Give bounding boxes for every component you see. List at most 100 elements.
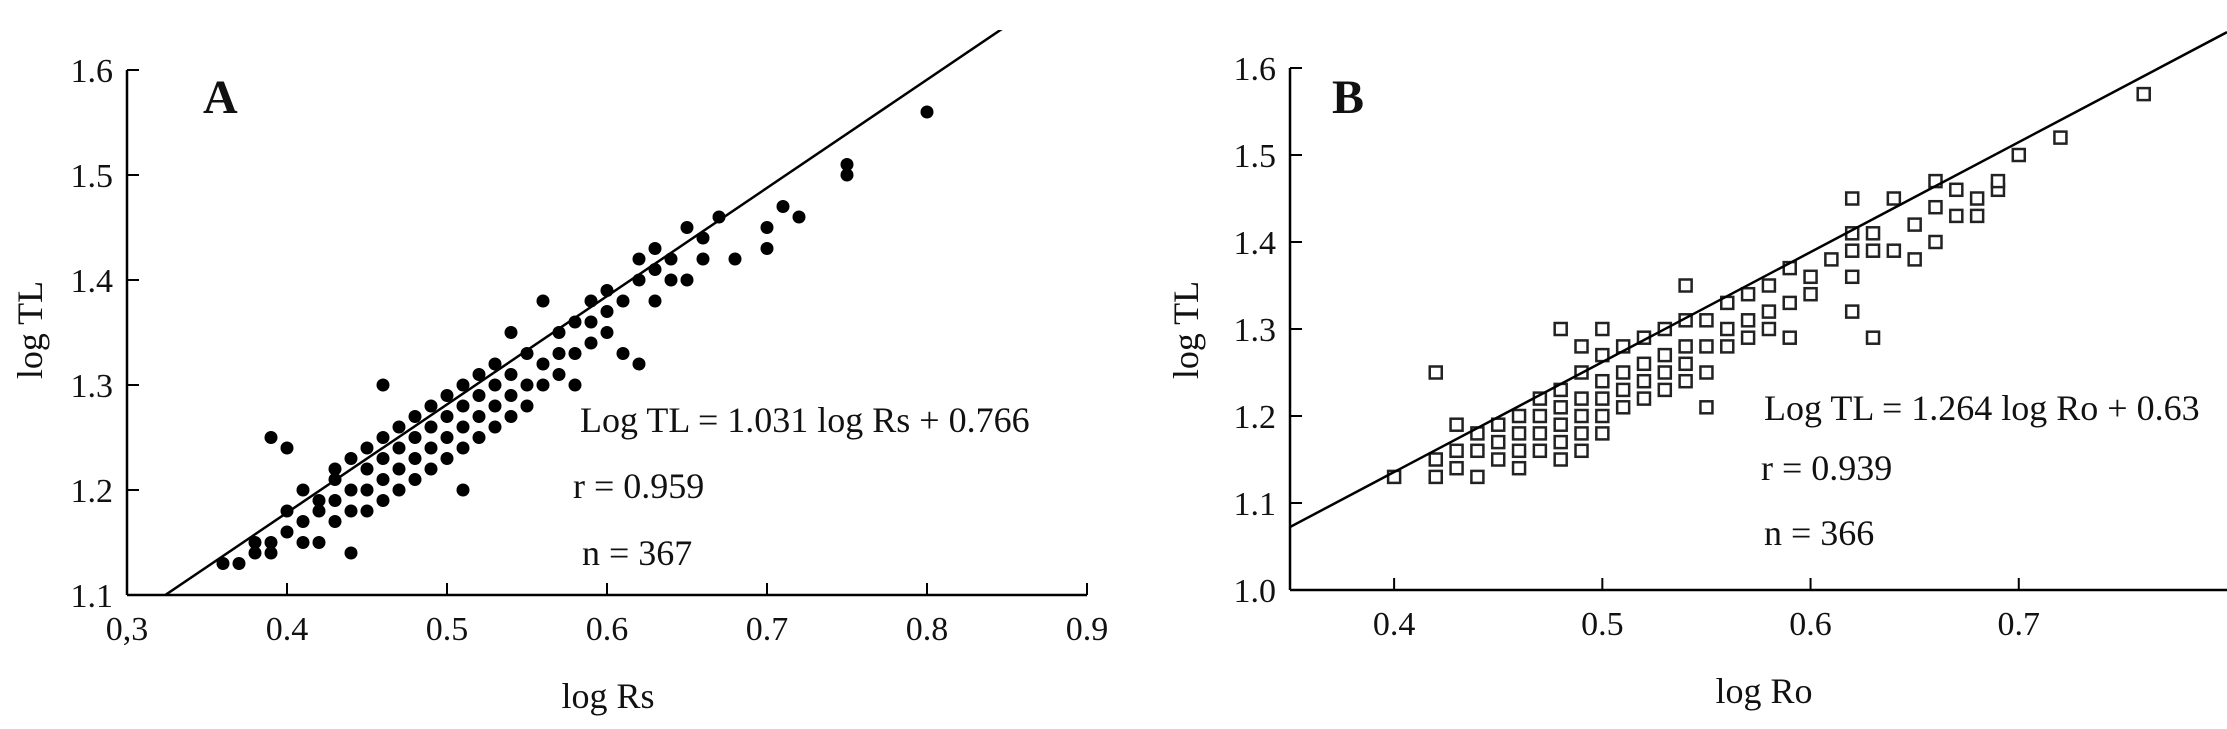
x-tick-label: 0.5 <box>1581 606 1624 643</box>
panel-b-letter: B <box>1332 71 1364 124</box>
data-point <box>1928 234 1943 250</box>
x-tick-label: 0,3 <box>106 611 149 648</box>
y-tick-label: 1.4 <box>1234 225 1277 262</box>
data-point <box>424 462 438 476</box>
data-point <box>1553 400 1568 415</box>
data-point <box>456 399 470 413</box>
data-point <box>1678 356 1693 372</box>
data-point <box>456 420 470 434</box>
panel-a-y-ticks: 1.1 1.2 1.3 1.4 1.5 1.6 <box>71 53 139 615</box>
data-point <box>360 441 374 455</box>
data-point <box>344 483 358 497</box>
x-tick-label: 0.7 <box>746 611 789 648</box>
data-point <box>1428 469 1444 485</box>
data-point <box>376 494 390 507</box>
data-point <box>1865 330 1881 345</box>
data-point <box>1428 365 1444 380</box>
y-tick-label: 1.1 <box>71 578 114 615</box>
data-point <box>1470 469 1485 485</box>
panel-b-regression-line <box>1290 31 2227 529</box>
panel-a-y-axis-title: log TL <box>10 281 50 379</box>
data-point <box>584 336 598 350</box>
data-point <box>1782 330 1797 345</box>
data-point <box>1449 417 1464 432</box>
panel-b-y-ticks: 1.0 1.1 1.2 1.3 1.4 1.5 1.6 <box>1234 51 1302 610</box>
panel-b-equation: Log TL = 1.264 log Ro + 0.63 <box>1764 388 2200 428</box>
data-point <box>488 378 502 392</box>
data-point <box>1740 313 1756 328</box>
panel-a-n-value: n = 367 <box>582 533 692 573</box>
data-point <box>1824 252 1839 267</box>
data-point <box>1595 321 1610 337</box>
data-point <box>1490 417 1506 432</box>
data-point <box>648 294 662 308</box>
data-point <box>840 158 854 171</box>
y-tick-label: 1.6 <box>71 53 114 90</box>
data-point <box>504 326 518 339</box>
panel-b-y-axis-title: log TL <box>1166 281 1206 379</box>
data-point <box>1574 443 1589 459</box>
x-tick-label: 0.7 <box>1998 606 2041 643</box>
panel-b-x-axis-title: log Ro <box>1715 671 1812 711</box>
data-point <box>312 536 326 549</box>
data-point <box>632 252 646 266</box>
data-point <box>1907 252 1922 267</box>
data-point <box>1511 443 1527 459</box>
data-point <box>1949 208 1964 224</box>
data-point <box>344 546 358 560</box>
data-point <box>312 504 326 518</box>
data-point <box>840 168 854 182</box>
data-point <box>1865 226 1881 241</box>
data-point <box>1532 443 1548 459</box>
data-point <box>472 431 486 444</box>
data-point <box>2136 86 2151 102</box>
data-point <box>664 273 678 287</box>
data-point <box>424 399 438 413</box>
data-point <box>600 326 614 339</box>
y-tick-label: 1.2 <box>71 473 114 510</box>
data-point <box>488 357 502 371</box>
data-point <box>616 347 630 360</box>
data-point <box>440 389 454 402</box>
data-point <box>312 494 326 507</box>
x-tick-label: 0.6 <box>586 611 629 648</box>
data-point <box>248 546 262 560</box>
data-point <box>424 441 438 455</box>
data-point <box>648 242 662 255</box>
panel-a-equation: Log TL = 1.031 log Rs + 0.766 <box>580 400 1030 440</box>
data-point <box>1595 408 1610 424</box>
data-point <box>1761 321 1777 337</box>
data-point <box>472 368 486 381</box>
data-point <box>1907 217 1922 232</box>
data-point <box>1720 321 1735 337</box>
data-point <box>1511 426 1527 441</box>
data-point <box>552 347 566 360</box>
data-point <box>1470 443 1485 459</box>
data-point <box>1865 243 1881 258</box>
panel-b-x-ticks: 0.4 0.5 0.6 0.7 <box>1373 578 2040 643</box>
data-point <box>472 389 486 402</box>
data-point <box>440 410 454 423</box>
data-point <box>1574 426 1589 441</box>
data-point <box>1949 182 1964 198</box>
data-point <box>344 452 358 465</box>
data-point <box>1490 452 1506 467</box>
data-point <box>1761 304 1777 319</box>
data-point <box>536 378 550 392</box>
data-point <box>392 483 406 497</box>
y-tick-label: 1.3 <box>1234 312 1277 349</box>
data-point <box>328 462 342 476</box>
data-point <box>1449 443 1464 459</box>
data-point <box>1636 391 1652 406</box>
data-point <box>488 420 502 434</box>
data-point <box>1636 356 1652 372</box>
data-point <box>1553 452 1568 467</box>
data-point <box>264 546 278 560</box>
panel-a-x-axis-title: log Rs <box>561 676 654 716</box>
data-point <box>2053 130 2068 145</box>
data-point <box>1574 339 1589 354</box>
data-point <box>1844 304 1860 319</box>
data-point <box>280 441 294 455</box>
panel-b-r-value: r = 0.939 <box>1761 448 1892 488</box>
data-point <box>376 452 390 465</box>
